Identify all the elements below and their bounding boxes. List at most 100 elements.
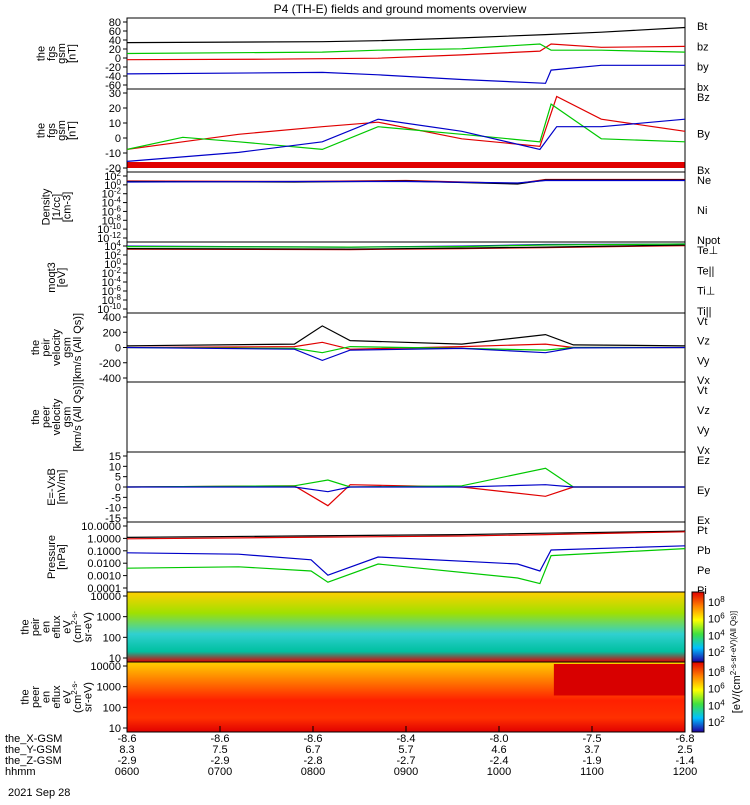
- ylabel-part: sr-eV): [82, 612, 94, 642]
- series-3: [126, 64, 685, 84]
- ylabel-part: [nT]: [67, 44, 79, 63]
- xaxis-value: -1.9: [583, 755, 602, 767]
- ytick-label: 20: [109, 103, 121, 115]
- ytick-label: 400: [103, 312, 121, 324]
- panel-9: thepeirenefluxeV(cm2-s-sr-eV)10810610410…: [20, 591, 726, 665]
- ytick-label: -60: [105, 80, 121, 92]
- ylabel-part: the: [20, 689, 32, 704]
- ylabel-part: eV: [61, 620, 73, 634]
- colorbar: [691, 661, 705, 733]
- legend-0: Ez: [697, 455, 710, 467]
- legend-1: Vz: [697, 336, 710, 348]
- xaxis-value: -8.6: [118, 733, 137, 745]
- ytick-label: 10: [109, 723, 121, 735]
- ylabel-part: [nPa]: [56, 544, 68, 570]
- ylabel-part: en: [41, 691, 53, 703]
- series-3: [126, 346, 686, 362]
- legend-0: Ne: [697, 175, 711, 187]
- ylabel-part: the: [35, 46, 47, 61]
- series-1: [126, 531, 686, 540]
- ylabel-part: [mV/m]: [56, 470, 68, 505]
- ytick-label: 0: [115, 133, 121, 145]
- ytick-label: 0: [115, 343, 121, 355]
- ylabel-part: peer: [41, 406, 53, 428]
- panel-4: moqt3[eV]Te⊥Te||Ti⊥Ti||10410210010-210-4…: [46, 239, 718, 318]
- xaxis-value: 0700: [208, 766, 232, 778]
- ylabel-part: gsm: [56, 120, 68, 141]
- legend-3: Pi: [697, 585, 707, 597]
- legend-1: Vz: [697, 405, 710, 417]
- ytick-label: 20: [109, 44, 121, 56]
- series-3: [126, 545, 686, 576]
- xaxis-value: 3.7: [584, 744, 599, 756]
- legend-0: Te⊥: [697, 245, 718, 257]
- legend-0: Bt: [697, 21, 707, 33]
- xaxis-value: -2.9: [211, 755, 230, 767]
- legend-3: Vx: [697, 445, 710, 457]
- xaxis-value: -2.8: [304, 755, 323, 767]
- ylabel-part: moqt3: [46, 262, 58, 293]
- spectrogram: [127, 592, 685, 662]
- xaxis-value: -2.7: [397, 755, 416, 767]
- ytick-label: 15: [109, 451, 121, 463]
- series-2: [126, 345, 685, 354]
- ylabel-part: fgs: [46, 123, 58, 138]
- series-0: [126, 26, 686, 44]
- legend-1: By: [697, 129, 710, 141]
- spectrogram-block: [553, 664, 685, 696]
- ylabel-part: eflux: [51, 615, 63, 639]
- series-0: [126, 530, 686, 539]
- legend-0: Vt: [697, 316, 707, 328]
- xaxis-value: -7.5: [583, 733, 602, 745]
- ytick-label: 10: [109, 653, 121, 665]
- xaxis-value: 0800: [301, 766, 325, 778]
- ylabel-part: E=-VxB: [46, 468, 58, 506]
- ylabel-part: en: [41, 621, 53, 633]
- ylabel-part: sr-eV): [82, 682, 94, 712]
- legend-2: by: [697, 62, 709, 74]
- ylabel-part: Density: [41, 188, 53, 225]
- xaxis-value: 6.7: [305, 744, 320, 756]
- xaxis-value: -1.4: [676, 755, 695, 767]
- ytick-label: 30: [109, 88, 121, 100]
- ytick-label: -400: [99, 373, 121, 385]
- legend-3: bx: [697, 82, 709, 94]
- ylabel-part: peir: [30, 617, 42, 636]
- xaxis-row-label: the_X-GSM: [5, 733, 62, 745]
- legend-3: Vx: [697, 375, 710, 387]
- ytick-label: 10: [109, 461, 121, 473]
- panel-8: Pressure[nPa] Pt Pb Pe Pi 10.00001.00000.1000…: [46, 521, 711, 597]
- ytick-label: 10000: [90, 661, 121, 673]
- status-bar: [127, 162, 685, 168]
- ytick-label: 1.0000: [87, 533, 121, 545]
- legend-1: bz: [697, 41, 709, 53]
- ytick-label: 5: [115, 472, 121, 484]
- ytick-label: 0: [115, 482, 121, 494]
- ytick-label: 40: [109, 35, 121, 47]
- legend-1: Te||: [697, 265, 714, 277]
- series-0: [126, 325, 686, 347]
- series-1: [126, 43, 686, 61]
- xaxis-value: -2.4: [490, 755, 509, 767]
- series-2: [126, 179, 685, 184]
- ylabel-part: velocity: [51, 398, 63, 435]
- xaxis-value: 7.5: [212, 744, 227, 756]
- xaxis-value: -8.0: [490, 733, 509, 745]
- ytick-label: 0.0100: [87, 558, 121, 570]
- ylabel-part: the: [35, 123, 47, 138]
- ytick-label: 10.0000: [81, 521, 121, 533]
- legend-0: Pt: [697, 525, 707, 537]
- ylabel-part: gsm: [56, 43, 68, 64]
- xaxis-value: -6.8: [676, 733, 695, 745]
- ylabel-part: [eV]: [56, 268, 68, 288]
- ytick-label: 0.0001: [87, 583, 121, 595]
- ytick-label: 200: [103, 327, 121, 339]
- legend-2: Pe: [697, 565, 710, 577]
- ylabel-part: fgs: [46, 46, 58, 61]
- ytick-label: 0.1000: [87, 546, 121, 558]
- series-1: [126, 244, 686, 250]
- ytick-label: -40: [105, 71, 121, 83]
- ytick-label: 1000: [97, 612, 121, 624]
- ylabel-part: gsm: [61, 407, 73, 428]
